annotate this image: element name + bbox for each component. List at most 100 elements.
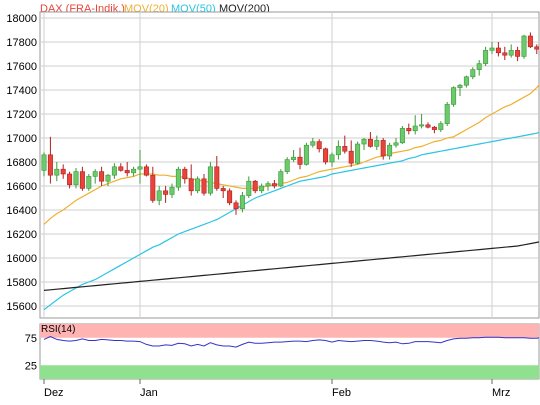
candle-body: [419, 124, 425, 127]
price-y-tick-labels: 15600 15800 16000 16200 16400 16600 16800 17000…: [6, 13, 37, 313]
candle-body: [291, 156, 297, 160]
candle: [355, 141, 361, 165]
candle-body: [143, 166, 149, 176]
candle: [156, 186, 162, 206]
candle-body: [54, 168, 60, 176]
candle: [124, 162, 130, 177]
candle: [99, 166, 105, 186]
x-tick-label: Dez: [44, 387, 64, 399]
candle: [284, 157, 290, 174]
candle: [297, 147, 303, 170]
candle: [207, 162, 213, 196]
y-tick-label: 17200: [6, 109, 37, 121]
rsi-overbought-band: [40, 324, 539, 338]
candle: [495, 42, 501, 57]
candle: [79, 166, 85, 191]
candle: [393, 138, 399, 148]
candle-body: [60, 168, 66, 175]
candle: [323, 147, 329, 165]
y-tick-label: 18000: [6, 13, 37, 25]
candle: [438, 121, 444, 132]
candle-body: [348, 150, 354, 164]
candle: [342, 135, 348, 154]
candle: [431, 126, 437, 134]
candle: [188, 164, 194, 196]
candle: [169, 183, 175, 198]
candle: [534, 44, 539, 54]
candle-body: [310, 141, 316, 146]
ma-line-mov20: [43, 83, 539, 225]
x-tick-label: Mrz: [492, 387, 510, 399]
candle: [387, 142, 393, 160]
rsi-oversold-band: [40, 365, 539, 379]
candle: [335, 140, 341, 160]
candle-body: [163, 190, 169, 195]
candle-body: [380, 140, 386, 157]
candle-body: [374, 140, 380, 147]
candle-body: [214, 166, 220, 189]
candle-body: [489, 47, 495, 51]
candle: [451, 86, 457, 107]
candle: [150, 166, 156, 203]
candle-body: [188, 178, 194, 192]
candle: [316, 139, 322, 153]
candle: [92, 169, 98, 184]
y-tick-label: 17000: [6, 133, 37, 145]
candle: [527, 32, 533, 48]
candle-body: [495, 47, 501, 54]
candle-body: [105, 174, 111, 182]
candle: [348, 140, 354, 167]
candle-body: [195, 178, 201, 192]
y-tick-label: 15600: [6, 301, 37, 313]
candle: [182, 166, 188, 184]
y-tick-label: 16000: [6, 253, 37, 265]
candle: [54, 162, 60, 182]
candle-body: [246, 180, 252, 196]
candle-body: [335, 146, 341, 156]
candle-body: [86, 176, 92, 189]
candle: [489, 42, 495, 54]
candle: [515, 46, 521, 62]
rsi-y-tick-label: 25: [25, 360, 37, 372]
ma-line-mov200: [43, 241, 539, 291]
candle: [131, 166, 137, 177]
candle-body: [79, 171, 85, 189]
x-tick-label: Feb: [332, 387, 351, 399]
candle: [195, 176, 201, 194]
candle: [457, 84, 463, 96]
candle-body: [438, 123, 444, 130]
candle: [291, 150, 297, 162]
candle: [175, 166, 181, 191]
candle: [214, 156, 220, 191]
candle: [86, 174, 92, 191]
candle-body: [483, 50, 489, 64]
candle-body: [463, 76, 469, 86]
candle-body: [316, 141, 322, 150]
y-tick-label: 15800: [6, 277, 37, 289]
candle-body: [451, 87, 457, 105]
rsi-label: RSI(14): [41, 324, 75, 335]
candle: [163, 186, 169, 203]
x-tick-label: Jan: [140, 387, 158, 399]
y-tick-label: 16200: [6, 229, 37, 241]
candle: [444, 102, 450, 126]
candle: [463, 75, 469, 88]
candle-body: [150, 174, 156, 201]
candle-body: [534, 46, 539, 50]
candle: [483, 46, 489, 66]
candle: [470, 67, 476, 80]
candle-body: [527, 35, 533, 48]
price-panel: 15600 15800 16000 16200 16400 16600 16800 17000…: [6, 11, 540, 319]
candle: [412, 115, 418, 135]
candle-body: [124, 170, 130, 174]
candle: [67, 171, 73, 189]
y-tick-label: 17400: [6, 85, 37, 97]
rsi-line: [43, 336, 539, 348]
candle-body: [406, 128, 412, 132]
candle-body: [412, 125, 418, 132]
candle-body: [355, 143, 361, 164]
candle: [47, 136, 53, 184]
candle-body: [175, 168, 181, 188]
